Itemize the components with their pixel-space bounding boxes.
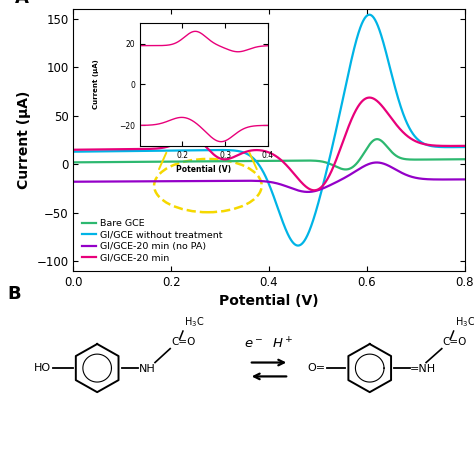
Bare GCE [91, 159, 96, 165]
GI/GCE-20 min [71, 147, 76, 152]
GI/GCE without treatment [91, 149, 96, 154]
GI/GCE-20 min [250, 147, 256, 153]
GI/GCE-20 min [366, 95, 372, 100]
Y-axis label: Current (μA): Current (μA) [93, 60, 99, 109]
Bare GCE [379, 138, 384, 144]
GI/GCE-20 min [261, 148, 266, 154]
Text: =NH: =NH [410, 364, 436, 375]
Bare GCE [374, 137, 380, 142]
Bare GCE [450, 156, 456, 162]
GI/GCE-20 min (no PA) [379, 160, 384, 166]
GI/GCE without treatment [261, 170, 266, 175]
Bare GCE [261, 158, 266, 163]
GI/GCE-20 min (no PA) [250, 178, 256, 183]
Bare GCE [462, 156, 467, 162]
GI/GCE-20 min (no PA) [305, 189, 310, 195]
Text: HO: HO [34, 363, 51, 373]
Text: C=O: C=O [443, 337, 467, 347]
GI/GCE-20 min [451, 143, 456, 149]
GI/GCE-20 min [311, 188, 317, 193]
GI/GCE-20 min [450, 143, 456, 149]
Text: NH: NH [139, 364, 155, 375]
GI/GCE without treatment [379, 34, 384, 40]
Bare GCE [250, 158, 256, 164]
Line: GI/GCE without treatment: GI/GCE without treatment [73, 15, 465, 245]
Text: H$_3$C: H$_3$C [455, 315, 474, 329]
GI/GCE without treatment [462, 144, 467, 150]
GI/GCE without treatment [71, 149, 76, 155]
Y-axis label: Current (μA): Current (μA) [17, 91, 31, 189]
X-axis label: Potential (V): Potential (V) [176, 165, 231, 174]
GI/GCE-20 min (no PA) [451, 177, 456, 182]
GI/GCE-20 min [379, 103, 384, 108]
Line: Bare GCE: Bare GCE [73, 139, 465, 169]
Text: A: A [15, 0, 29, 6]
Bare GCE [343, 167, 348, 172]
GI/GCE-20 min (no PA) [374, 160, 380, 165]
Text: O=: O= [307, 363, 325, 373]
Text: C=O: C=O [172, 337, 196, 347]
X-axis label: Potential (V): Potential (V) [219, 294, 319, 308]
GI/GCE-20 min (no PA) [91, 179, 96, 184]
GI/GCE-20 min (no PA) [71, 179, 76, 184]
GI/GCE without treatment [450, 144, 456, 150]
Text: B: B [7, 285, 21, 303]
Bare GCE [71, 160, 76, 165]
GI/GCE without treatment [295, 243, 301, 248]
Legend: Bare GCE, GI/GCE without treatment, GI/GCE-20 min (no PA), GI/GCE-20 min: Bare GCE, GI/GCE without treatment, GI/G… [78, 215, 226, 266]
GI/GCE-20 min (no PA) [462, 176, 467, 182]
Text: e$^-$  H$^+$: e$^-$ H$^+$ [244, 336, 293, 352]
Bare GCE [451, 156, 456, 162]
Line: GI/GCE-20 min: GI/GCE-20 min [73, 98, 465, 190]
GI/GCE-20 min (no PA) [261, 178, 266, 184]
GI/GCE without treatment [250, 156, 256, 161]
Line: GI/GCE-20 min (no PA): GI/GCE-20 min (no PA) [73, 163, 465, 192]
GI/GCE without treatment [451, 144, 456, 150]
GI/GCE-20 min (no PA) [450, 177, 456, 182]
Text: H$_3$C: H$_3$C [184, 315, 205, 329]
GI/GCE-20 min [462, 143, 467, 149]
GI/GCE-20 min [91, 147, 96, 152]
GI/GCE without treatment [366, 12, 372, 18]
